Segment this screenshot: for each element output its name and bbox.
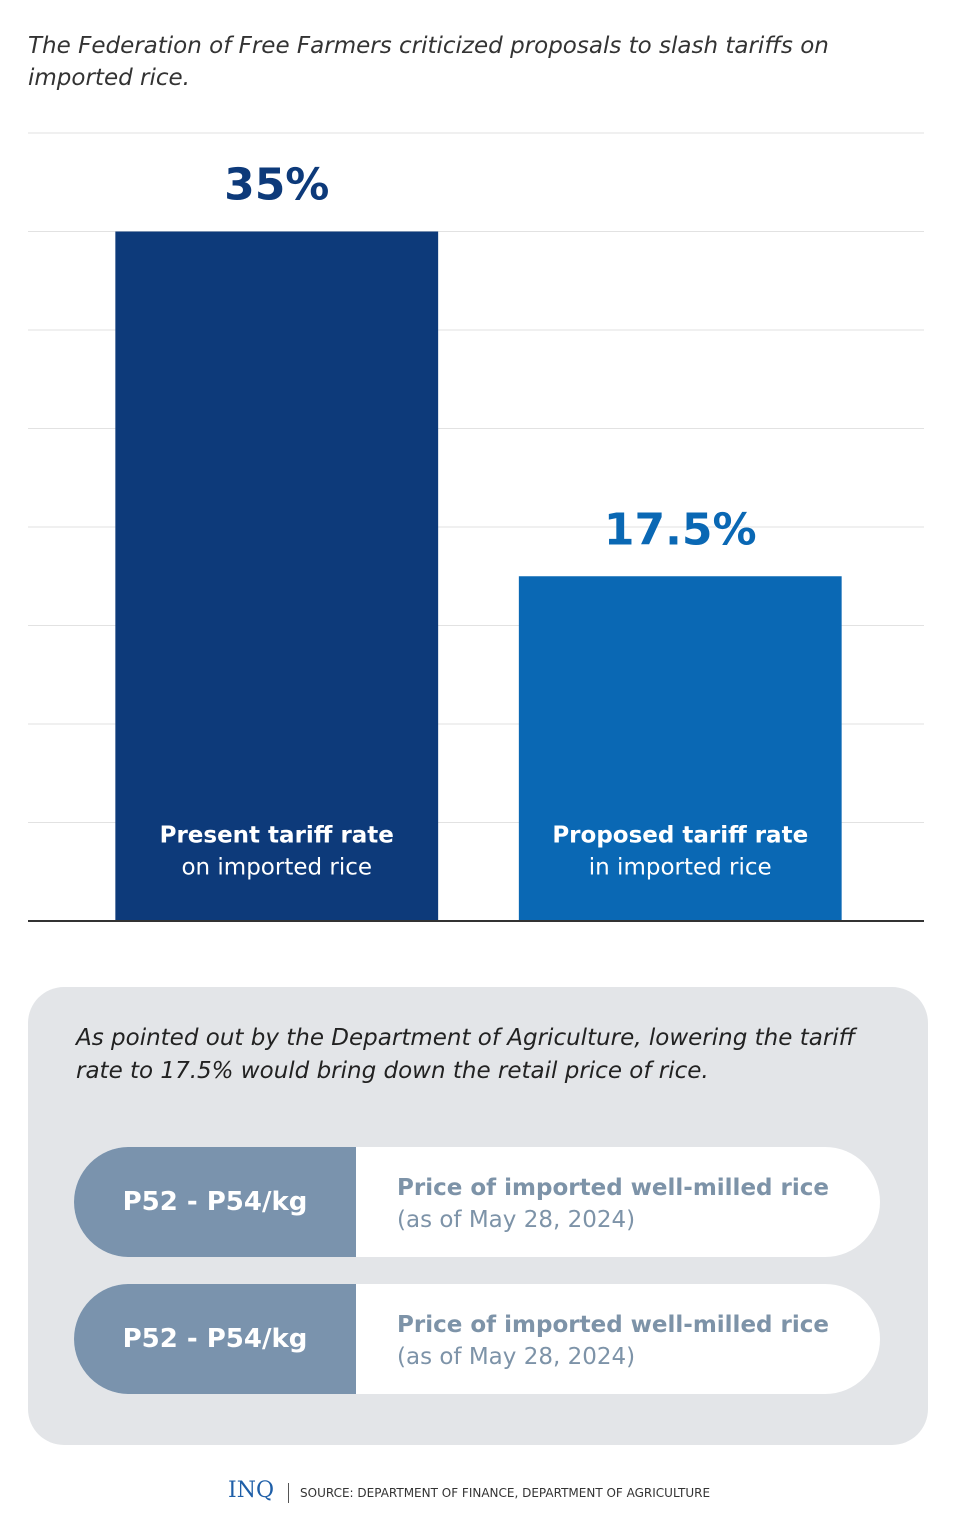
category-sublabel: in imported rice: [589, 855, 772, 881]
logo: INQ: [228, 1478, 274, 1503]
price: P52 - P54/kg: [74, 1147, 356, 1257]
bar: [518, 576, 842, 921]
value-label: 35%: [224, 160, 329, 211]
value-label: 17.5%: [604, 504, 757, 555]
chart: 35% Present tariff rate on imported rice 17…: [28, 132, 924, 922]
source: SOURCE: DEPARTMENT OF FINANCE, DEPARTMEN…: [300, 1486, 711, 1500]
title: The Federation of Free Farmers criticize…: [28, 33, 829, 91]
category-label: Present tariff rate: [160, 823, 394, 849]
category-label: Proposed tariff rate: [552, 823, 808, 849]
price-label: Price of imported well-milled rice: [397, 1175, 829, 1201]
price: P52 - P54/kg: [74, 1284, 356, 1394]
category-sublabel: on imported rice: [181, 855, 372, 881]
price-date: (as of May 28, 2024): [397, 1344, 636, 1370]
price-row: P52 - P54/kg Price of imported well-mill…: [74, 1284, 880, 1394]
note: As pointed out by the Department of Agri…: [76, 1025, 856, 1084]
price-date: (as of May 28, 2024): [397, 1207, 636, 1233]
separator: [288, 1483, 289, 1503]
bar: [115, 231, 439, 921]
price-label: Price of imported well-milled rice: [397, 1312, 829, 1338]
price-row: P52 - P54/kg Price of imported well-mill…: [74, 1147, 880, 1257]
